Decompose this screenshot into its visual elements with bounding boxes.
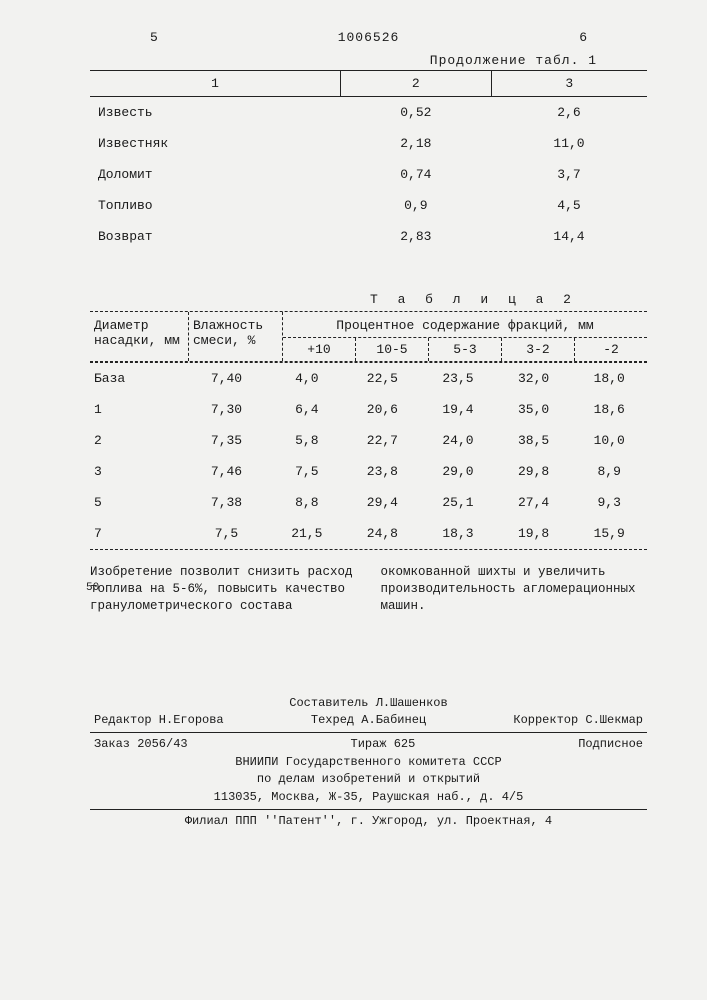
- t2-cell: База: [90, 371, 184, 386]
- table1-cell: Доломит: [90, 159, 341, 190]
- t2-cell: 5: [90, 495, 184, 510]
- body-paragraph: Изобретение позволит снизить рас­ход топ…: [90, 564, 647, 615]
- t2-cell: 18,6: [571, 402, 647, 417]
- table1-cell: 3,7: [491, 159, 647, 190]
- t2-cell: 5,8: [269, 433, 345, 448]
- t2-cell: 8,8: [269, 495, 345, 510]
- table1-cell: Известняк: [90, 128, 341, 159]
- t2-cell: 7,38: [184, 495, 269, 510]
- document-number: 1006526: [158, 30, 579, 45]
- table2-subhdr: 5-3: [429, 338, 502, 361]
- t2-cell: 7,5: [184, 526, 269, 541]
- t2-cell: 18,3: [420, 526, 496, 541]
- t2-cell: 19,8: [496, 526, 572, 541]
- t2-cell: 20,6: [345, 402, 421, 417]
- table1-cell: Возврат: [90, 221, 341, 252]
- subscription: Подписное: [578, 736, 643, 753]
- corrector: Корректор С.Шекмар: [513, 712, 643, 729]
- table2-subhdr: +10: [283, 338, 356, 361]
- t2-cell: 2: [90, 433, 184, 448]
- page-header: 5 1006526 6: [90, 30, 647, 53]
- t2-cell: 29,0: [420, 464, 496, 479]
- t2-cell: 7: [90, 526, 184, 541]
- techred: Техред А.Бабинец: [311, 712, 426, 729]
- t2-cell: 22,7: [345, 433, 421, 448]
- t2-cell: 23,5: [420, 371, 496, 386]
- t2-cell: 9,3: [571, 495, 647, 510]
- table2-subhdr: 10-5: [356, 338, 429, 361]
- t2-cell: 4,0: [269, 371, 345, 386]
- table2-body: База7,404,022,523,532,018,0 17,306,420,6…: [90, 363, 647, 549]
- table2-hdr-col2: Влажность смеси, %: [189, 312, 283, 361]
- table1-cell: Известь: [90, 97, 341, 129]
- t2-cell: 23,8: [345, 464, 421, 479]
- t2-cell: 6,4: [269, 402, 345, 417]
- table2-caption: Т а б л и ц а 2: [90, 292, 647, 307]
- org-address: 113035, Москва, Ж-35, Раушская наб., д. …: [90, 789, 647, 806]
- table1-cell: 4,5: [491, 190, 647, 221]
- table1-cell: 0,74: [341, 159, 491, 190]
- table1-hdr-1: 1: [90, 71, 341, 97]
- table1-cell: 0,52: [341, 97, 491, 129]
- order-no: Заказ 2056/43: [94, 736, 188, 753]
- t2-cell: 7,46: [184, 464, 269, 479]
- editor: Редактор Н.Егорова: [94, 712, 224, 729]
- table1-cell: 2,6: [491, 97, 647, 129]
- org-line1: ВНИИПИ Государственного комитета СССР: [90, 754, 647, 771]
- t2-cell: 32,0: [496, 371, 572, 386]
- t2-cell: 29,8: [496, 464, 572, 479]
- t2-cell: 7,5: [269, 464, 345, 479]
- table1-hdr-2: 2: [341, 71, 491, 97]
- table1-hdr-3: 3: [491, 71, 647, 97]
- t2-cell: 1: [90, 402, 184, 417]
- t2-cell: 19,4: [420, 402, 496, 417]
- t2-cell: 7,40: [184, 371, 269, 386]
- table2-subhdr: -2: [575, 338, 647, 361]
- org-line2: по делам изобретений и открытий: [90, 771, 647, 788]
- table1-cell: 2,18: [341, 128, 491, 159]
- imprint-footer: Составитель Л.Шашенков Редактор Н.Егоров…: [90, 695, 647, 831]
- table2-hdr-col1: Диаметр насадки, мм: [90, 312, 189, 361]
- table1-caption: Продолжение табл. 1: [90, 53, 647, 68]
- t2-cell: 8,9: [571, 464, 647, 479]
- t2-cell: 29,4: [345, 495, 421, 510]
- t2-cell: 35,0: [496, 402, 572, 417]
- tirazh: Тираж 625: [351, 736, 416, 753]
- t2-cell: 10,0: [571, 433, 647, 448]
- para-right: окомкованной шихты и увеличить произ­вод…: [381, 564, 648, 615]
- para-left: Изобретение позволит снизить рас­ход топ…: [90, 564, 357, 615]
- t2-cell: 22,5: [345, 371, 421, 386]
- t2-cell: 15,9: [571, 526, 647, 541]
- t2-cell: 24,8: [345, 526, 421, 541]
- t2-cell: 25,1: [420, 495, 496, 510]
- t2-cell: 27,4: [496, 495, 572, 510]
- table2-hdr-group: Процентное содержание фракций, мм: [283, 312, 647, 337]
- table1-cell: 11,0: [491, 128, 647, 159]
- page-num-left: 5: [150, 30, 158, 45]
- t2-cell: 24,0: [420, 433, 496, 448]
- t2-cell: 38,5: [496, 433, 572, 448]
- table1-cell: Топливо: [90, 190, 341, 221]
- page-num-right: 6: [579, 30, 587, 45]
- t2-cell: 7,30: [184, 402, 269, 417]
- table1-cell: 2,83: [341, 221, 491, 252]
- t2-cell: 7,35: [184, 433, 269, 448]
- table1-cell: 14,4: [491, 221, 647, 252]
- t2-cell: 18,0: [571, 371, 647, 386]
- compiler: Составитель Л.Шашенков: [90, 695, 647, 712]
- table1: 1 2 3 Известь0,522,6 Известняк2,1811,0 Д…: [90, 70, 647, 252]
- t2-cell: 3: [90, 464, 184, 479]
- filial: Филиал ППП ''Патент'', г. Ужгород, ул. П…: [90, 813, 647, 830]
- table2: Диаметр насадки, мм Влажность смеси, % П…: [90, 311, 647, 362]
- table1-cell: 0,9: [341, 190, 491, 221]
- line-number-50: 50: [86, 582, 99, 594]
- t2-cell: 21,5: [269, 526, 345, 541]
- table2-subhdr: 3-2: [502, 338, 575, 361]
